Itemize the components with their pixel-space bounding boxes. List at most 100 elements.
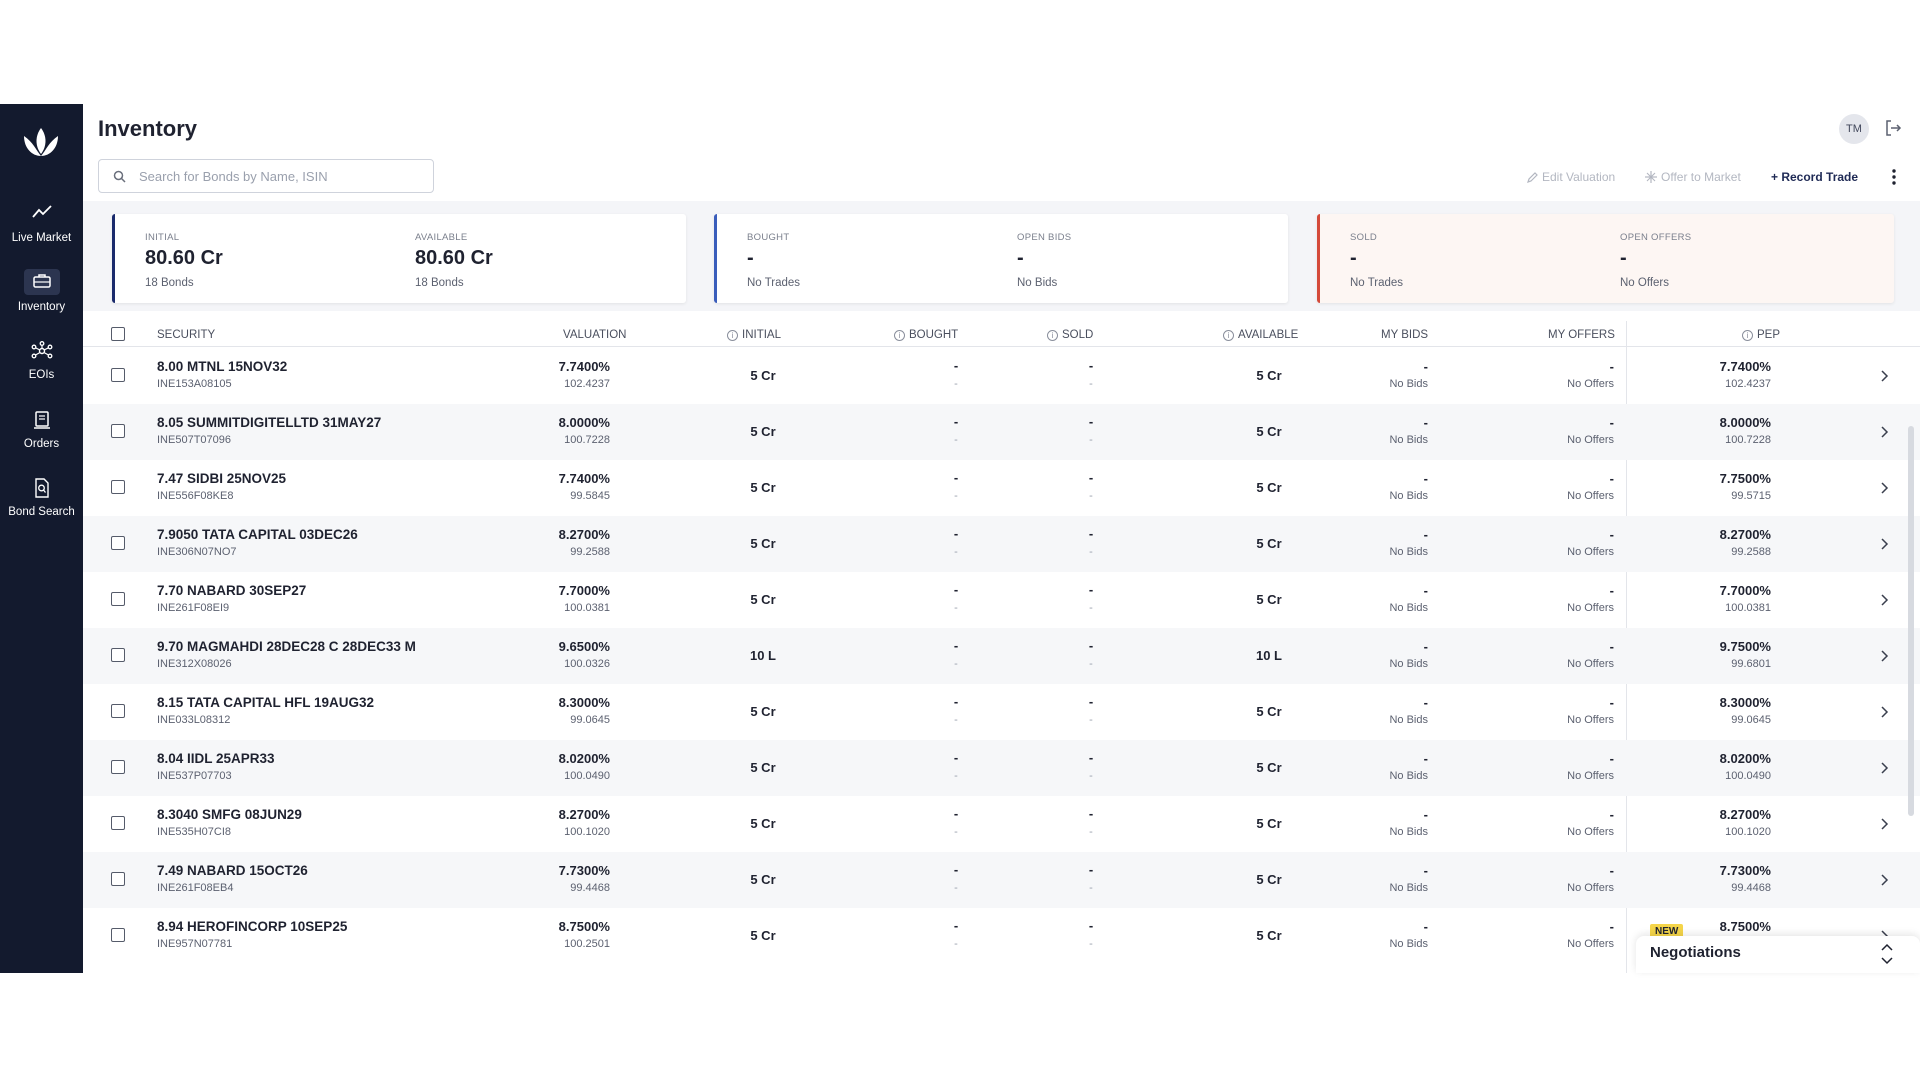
table-row[interactable]: 8.3040 SMFG 08JUN29 INE535H07CI8 8.2700% 10… (83, 796, 1920, 852)
pep-cell: 8.0000% 100.7228 (1719, 415, 1771, 446)
pep-cell: 7.7300% 99.4468 (1719, 863, 1771, 894)
table-row[interactable]: 7.49 NABARD 15OCT26 INE261F08EB4 7.7300% 99… (83, 852, 1920, 908)
initial-cell: 5 Cr (750, 592, 776, 607)
table-row[interactable]: 7.47 SIDBI 25NOV25 INE556F08KE8 7.7400% 99.… (83, 460, 1920, 516)
initial-cell: 5 Cr (750, 424, 776, 439)
valuation-cell: 8.2700% 100.1020 (558, 807, 610, 838)
valuation-cell: 7.7000% 100.0381 (558, 583, 610, 614)
summary-card-holdings: INITIAL 80.60 Cr 18 Bonds AVAILABLE 80.6… (112, 214, 686, 303)
sold-cell: -- (1088, 694, 1094, 727)
bought-cell: -- (953, 862, 959, 895)
row-checkbox[interactable] (111, 648, 125, 662)
pep-cell: 8.2700% 100.1020 (1719, 807, 1771, 838)
sold-cell: -- (1088, 862, 1094, 895)
available-cell: 5 Cr (1256, 368, 1282, 383)
bought-cell: -- (953, 918, 959, 951)
chevron-right-icon[interactable] (1879, 536, 1889, 552)
table-row[interactable]: 8.00 MTNL 15NOV32 INE153A08105 7.7400% 102.… (83, 348, 1920, 404)
table-row[interactable]: 7.70 NABARD 30SEP27 INE261F08EI9 7.7000% 10… (83, 572, 1920, 628)
sidebar-item-orders[interactable]: Orders (0, 406, 83, 468)
available-cell: 5 Cr (1256, 704, 1282, 719)
sidebar-item-eois[interactable]: EOIs (0, 337, 83, 399)
chevron-right-icon[interactable] (1879, 424, 1889, 440)
column-initial[interactable]: i INITIAL (727, 329, 781, 341)
vertical-scrollbar[interactable] (1908, 426, 1914, 816)
sidebar-item-bond-search[interactable]: Bond Search (0, 474, 83, 536)
edit-valuation-button[interactable]: Edit Valuation (1527, 170, 1615, 184)
my-offers-cell: - No Offers (1567, 471, 1614, 502)
chevron-right-icon[interactable] (1879, 648, 1889, 664)
column-bought[interactable]: i BOUGHT (894, 329, 958, 341)
my-offers-cell: - No Offers (1567, 919, 1614, 950)
bought-cell: -- (953, 806, 959, 839)
chevron-right-icon[interactable] (1879, 872, 1889, 888)
chevron-right-icon[interactable] (1879, 368, 1889, 384)
security-isin: INE535H07CI8 (157, 826, 231, 838)
row-checkbox[interactable] (111, 704, 125, 718)
row-checkbox[interactable] (111, 872, 125, 886)
available-cell: 5 Cr (1256, 424, 1282, 439)
column-my-offers[interactable]: MY OFFERS (1548, 329, 1615, 341)
more-vertical-icon[interactable] (1889, 168, 1899, 186)
record-trade-button[interactable]: + Record Trade (1771, 170, 1858, 184)
logout-icon[interactable] (1883, 118, 1903, 138)
row-checkbox[interactable] (111, 368, 125, 382)
chevron-right-icon[interactable] (1879, 592, 1889, 608)
my-offers-cell: - No Offers (1567, 639, 1614, 670)
column-pep[interactable]: i PEP (1742, 329, 1780, 341)
row-checkbox[interactable] (111, 480, 125, 494)
row-checkbox[interactable] (111, 928, 125, 942)
security-isin: INE957N07781 (157, 938, 233, 950)
security-isin: INE261F08EB4 (157, 882, 234, 894)
app-window: Live Market Inventory EOIs Orders Bond S (0, 104, 1920, 973)
table-row[interactable]: 8.04 IIDL 25APR33 INE537P07703 8.0200% 100.… (83, 740, 1920, 796)
sidebar-item-live-market[interactable]: Live Market (0, 200, 83, 262)
table-row[interactable]: 8.05 SUMMITDIGITELLTD 31MAY27 INE507T0709… (83, 404, 1920, 460)
offer-to-market-button[interactable]: Offer to Market (1645, 170, 1741, 184)
avatar[interactable]: TM (1839, 114, 1869, 144)
initial-cell: 5 Cr (750, 368, 776, 383)
chevron-right-icon[interactable] (1879, 760, 1889, 776)
stat-open-bids: OPEN BIDS - No Bids (1017, 232, 1072, 289)
column-valuation[interactable]: VALUATION (563, 329, 627, 341)
chevron-right-icon[interactable] (1879, 816, 1889, 832)
initial-cell: 5 Cr (750, 872, 776, 887)
table-row[interactable]: 9.70 MAGMAHDI 28DEC28 C 28DEC33 M INE312X… (83, 628, 1920, 684)
my-bids-cell: - No Bids (1389, 527, 1428, 558)
table-row[interactable]: 8.15 TATA CAPITAL HFL 19AUG32 INE033L0831… (83, 684, 1920, 740)
chevron-right-icon[interactable] (1879, 480, 1889, 496)
security-isin: INE261F08EI9 (157, 602, 230, 614)
column-available[interactable]: i AVAILABLE (1223, 329, 1298, 341)
initial-cell: 10 L (749, 648, 776, 663)
row-checkbox[interactable] (111, 424, 125, 438)
row-checkbox[interactable] (111, 592, 125, 606)
security-name: 7.9050 TATA CAPITAL 03DEC26 (157, 527, 358, 542)
chevron-right-icon[interactable] (1879, 704, 1889, 720)
sidebar-item-label: Live Market (11, 232, 72, 244)
search-input[interactable] (139, 166, 419, 186)
sidebar-item-label: EOIs (28, 369, 55, 381)
negotiations-panel[interactable]: Negotiations (1636, 936, 1920, 973)
select-all-checkbox[interactable] (111, 327, 125, 341)
expand-collapse-icon[interactable] (1880, 942, 1894, 966)
pep-cell: 8.0200% 100.0490 (1719, 751, 1771, 782)
column-my-bids[interactable]: MY BIDS (1381, 329, 1429, 341)
security-isin: INE033L08312 (157, 714, 231, 726)
row-checkbox[interactable] (111, 816, 125, 830)
security-name: 8.3040 SMFG 08JUN29 (157, 807, 302, 822)
my-offers-cell: - No Offers (1567, 807, 1614, 838)
info-icon: i (1223, 329, 1234, 341)
column-security[interactable]: SECURITY (157, 329, 216, 341)
bought-cell: -- (953, 750, 959, 783)
briefcase-icon (23, 269, 60, 295)
bought-cell: -- (953, 470, 959, 503)
security-isin: INE507T07096 (157, 434, 231, 446)
column-sold[interactable]: i SOLD (1047, 329, 1093, 341)
sidebar: Live Market Inventory EOIs Orders Bond S (0, 104, 83, 973)
table-row[interactable]: 7.9050 TATA CAPITAL 03DEC26 INE306N07NO7 8… (83, 516, 1920, 572)
security-name: 8.05 SUMMITDIGITELLTD 31MAY27 (157, 415, 382, 430)
sidebar-item-inventory[interactable]: Inventory (0, 269, 83, 331)
bought-cell: -- (953, 358, 959, 391)
row-checkbox[interactable] (111, 760, 125, 774)
row-checkbox[interactable] (111, 536, 125, 550)
